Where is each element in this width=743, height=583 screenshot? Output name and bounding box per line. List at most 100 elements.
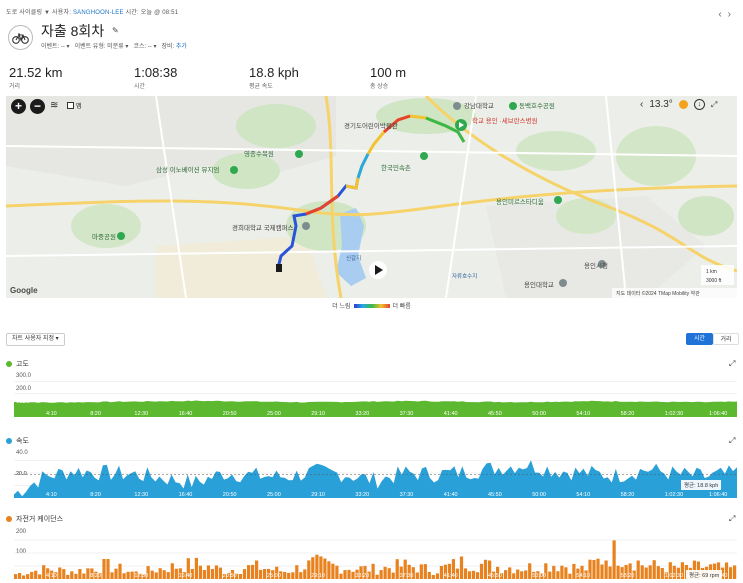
stat-value: 18.8 kph: [249, 65, 299, 80]
cadence-bar: [158, 568, 162, 579]
activity-nav: ‹›: [718, 9, 737, 20]
cadence-bar: [166, 572, 170, 579]
x-tick-label: 12:30: [134, 573, 148, 579]
prev-activity-icon[interactable]: ‹: [718, 9, 728, 20]
course-dropdown[interactable]: 코스: --: [133, 44, 152, 50]
cadence-bar: [130, 571, 134, 579]
y-label: 200: [16, 529, 27, 535]
cadence-bar: [608, 566, 612, 579]
cadence-bar: [110, 572, 114, 579]
toggle-time[interactable]: 시간: [686, 333, 713, 345]
customize-charts-button[interactable]: 차트 사용자 지정 ▾: [6, 333, 65, 346]
x-tick-label: 41:40: [444, 573, 458, 579]
cadence-bar: [142, 574, 146, 579]
zoom-in-button[interactable]: +: [11, 99, 26, 114]
elevation-chart-svg[interactable]: 4:10 8:20 12:30 16:40 20:50 25:00 29:10 33:20 37…: [14, 370, 737, 417]
cadence-bar: [347, 569, 351, 579]
cadence-bar: [692, 560, 697, 579]
map-label: 용인대학교: [524, 280, 554, 289]
map-type-checkbox[interactable]: 맵: [67, 101, 82, 110]
cadence-bar: [664, 572, 668, 579]
map-label: 삼성 이노베이션 뮤지엄: [156, 165, 219, 174]
x-tick-label: 8:20: [90, 411, 101, 417]
cadence-bar: [351, 571, 355, 579]
cadence-bar: [411, 567, 415, 579]
speed-chart-svg[interactable]: 4:10 8:20 12:30 16:40 20:50 25:00 29:10 33:20 37…: [14, 448, 737, 498]
cadence-bar: [174, 568, 178, 579]
cadence-bar: [114, 568, 118, 579]
expand-icon[interactable]: ⤢: [729, 436, 736, 445]
stat-value: 21.52 km: [9, 65, 63, 80]
cadence-chart-title: 자전거 케이던스: [6, 514, 63, 524]
cadence-bar: [387, 568, 391, 579]
speed-chart[interactable]: 4:10 8:20 12:30 16:40 20:50 25:00 29:10 33:20 37…: [14, 448, 737, 498]
x-tick-label: 25:00: [267, 573, 281, 579]
cadence-bar: [66, 574, 70, 579]
breadcrumb: 도로 사이클링 ▼ 사용자: SANGHOON-LEE 시간: 오늘 @ 08:…: [6, 7, 178, 16]
cadence-bar: [54, 572, 58, 579]
cadence-bar: [34, 570, 38, 579]
cadence-bar: [367, 571, 371, 579]
x-tick-label: 54:10: [576, 573, 590, 579]
chevron-left-icon[interactable]: ‹: [640, 99, 644, 110]
event-dropdown[interactable]: 이벤트: --: [41, 44, 65, 50]
cadence-bar: [620, 567, 624, 579]
cadence-bar: [226, 572, 231, 579]
cadence-bar: [680, 562, 685, 579]
fullscreen-icon[interactable]: ⤢: [710, 99, 718, 109]
cadence-bar: [14, 574, 18, 579]
cadence-bar: [720, 567, 725, 579]
x-tick-label: 33:20: [355, 573, 369, 579]
cadence-bar: [512, 573, 516, 579]
layers-icon[interactable]: ≋: [50, 100, 59, 111]
cadence-bar: [676, 567, 681, 579]
user-link[interactable]: SANGHOON-LEE: [72, 10, 124, 16]
cadence-bar: [528, 563, 532, 579]
cadence-bar: [423, 564, 427, 579]
toggle-distance[interactable]: 거리: [713, 333, 739, 345]
cadence-bar: [363, 565, 367, 579]
add-gear-link[interactable]: 추가: [175, 44, 187, 50]
cadence-bar: [22, 575, 26, 579]
cadence-bar: [463, 568, 468, 579]
cadence-bar: [556, 571, 560, 579]
sun-icon: [678, 100, 688, 109]
speed-chart-title: 속도: [6, 436, 29, 446]
zoom-out-button[interactable]: −: [30, 99, 45, 114]
cadence-bar: [355, 569, 359, 579]
event-type-dropdown[interactable]: 이벤트 유형: 미분류: [74, 44, 124, 50]
cadence-bar: [206, 565, 211, 579]
cadence-bar: [536, 571, 540, 579]
cadence-bar: [616, 565, 620, 579]
edit-pencil-icon[interactable]: ✎: [112, 26, 119, 35]
series-area: [14, 460, 737, 498]
map-canvas[interactable]: 강남대학교 동백호수공원 경기도어린이박물관 학교 용인 ·세브란스병원 영종수…: [6, 96, 737, 298]
checkbox-icon[interactable]: [67, 102, 74, 109]
cadence-bar: [656, 566, 660, 579]
activity-time: 시간: 오늘 @ 08:51: [125, 10, 179, 16]
x-tick-label: 50:00: [532, 411, 546, 417]
activity-title[interactable]: 자출 8회차: [41, 23, 105, 39]
next-activity-icon[interactable]: ›: [727, 9, 737, 20]
cadence-bar: [74, 573, 78, 579]
cadence-bar: [198, 565, 203, 579]
cadence-bar: [190, 568, 194, 579]
cadence-bar: [102, 559, 106, 579]
cadence-chart[interactable]: 4:10 8:20 12:30 16:40 20:50 25:00 29:10 33:20 37…: [14, 527, 737, 579]
cadence-bar: [419, 564, 423, 579]
cadence-bar: [78, 569, 82, 579]
cadence-chart-svg[interactable]: 4:10 8:20 12:30 16:40 20:50 25:00 29:10 33:20 37…: [14, 527, 737, 579]
cadence-bar: [588, 559, 592, 579]
legend-slow: 더 느림: [332, 304, 351, 310]
expand-icon[interactable]: ⤢: [729, 359, 736, 368]
cadence-bar: [30, 571, 34, 579]
y-label: 200.0: [16, 386, 32, 392]
activity-type-dropdown[interactable]: 도로 사이클링 ▼ 사용자:: [6, 10, 72, 16]
expand-icon[interactable]: ⤢: [729, 514, 736, 523]
cadence-bar: [38, 574, 42, 579]
cadence-dot-icon: [6, 516, 12, 522]
cadence-bar: [170, 563, 174, 579]
route-map[interactable]: 강남대학교 동백호수공원 경기도어린이박물관 학교 용인 ·세브란스병원 영종수…: [6, 96, 737, 298]
cadence-bar: [238, 574, 243, 579]
elevation-chart[interactable]: 4:10 8:20 12:30 16:40 20:50 25:00 29:10 33:20 37…: [14, 370, 737, 417]
